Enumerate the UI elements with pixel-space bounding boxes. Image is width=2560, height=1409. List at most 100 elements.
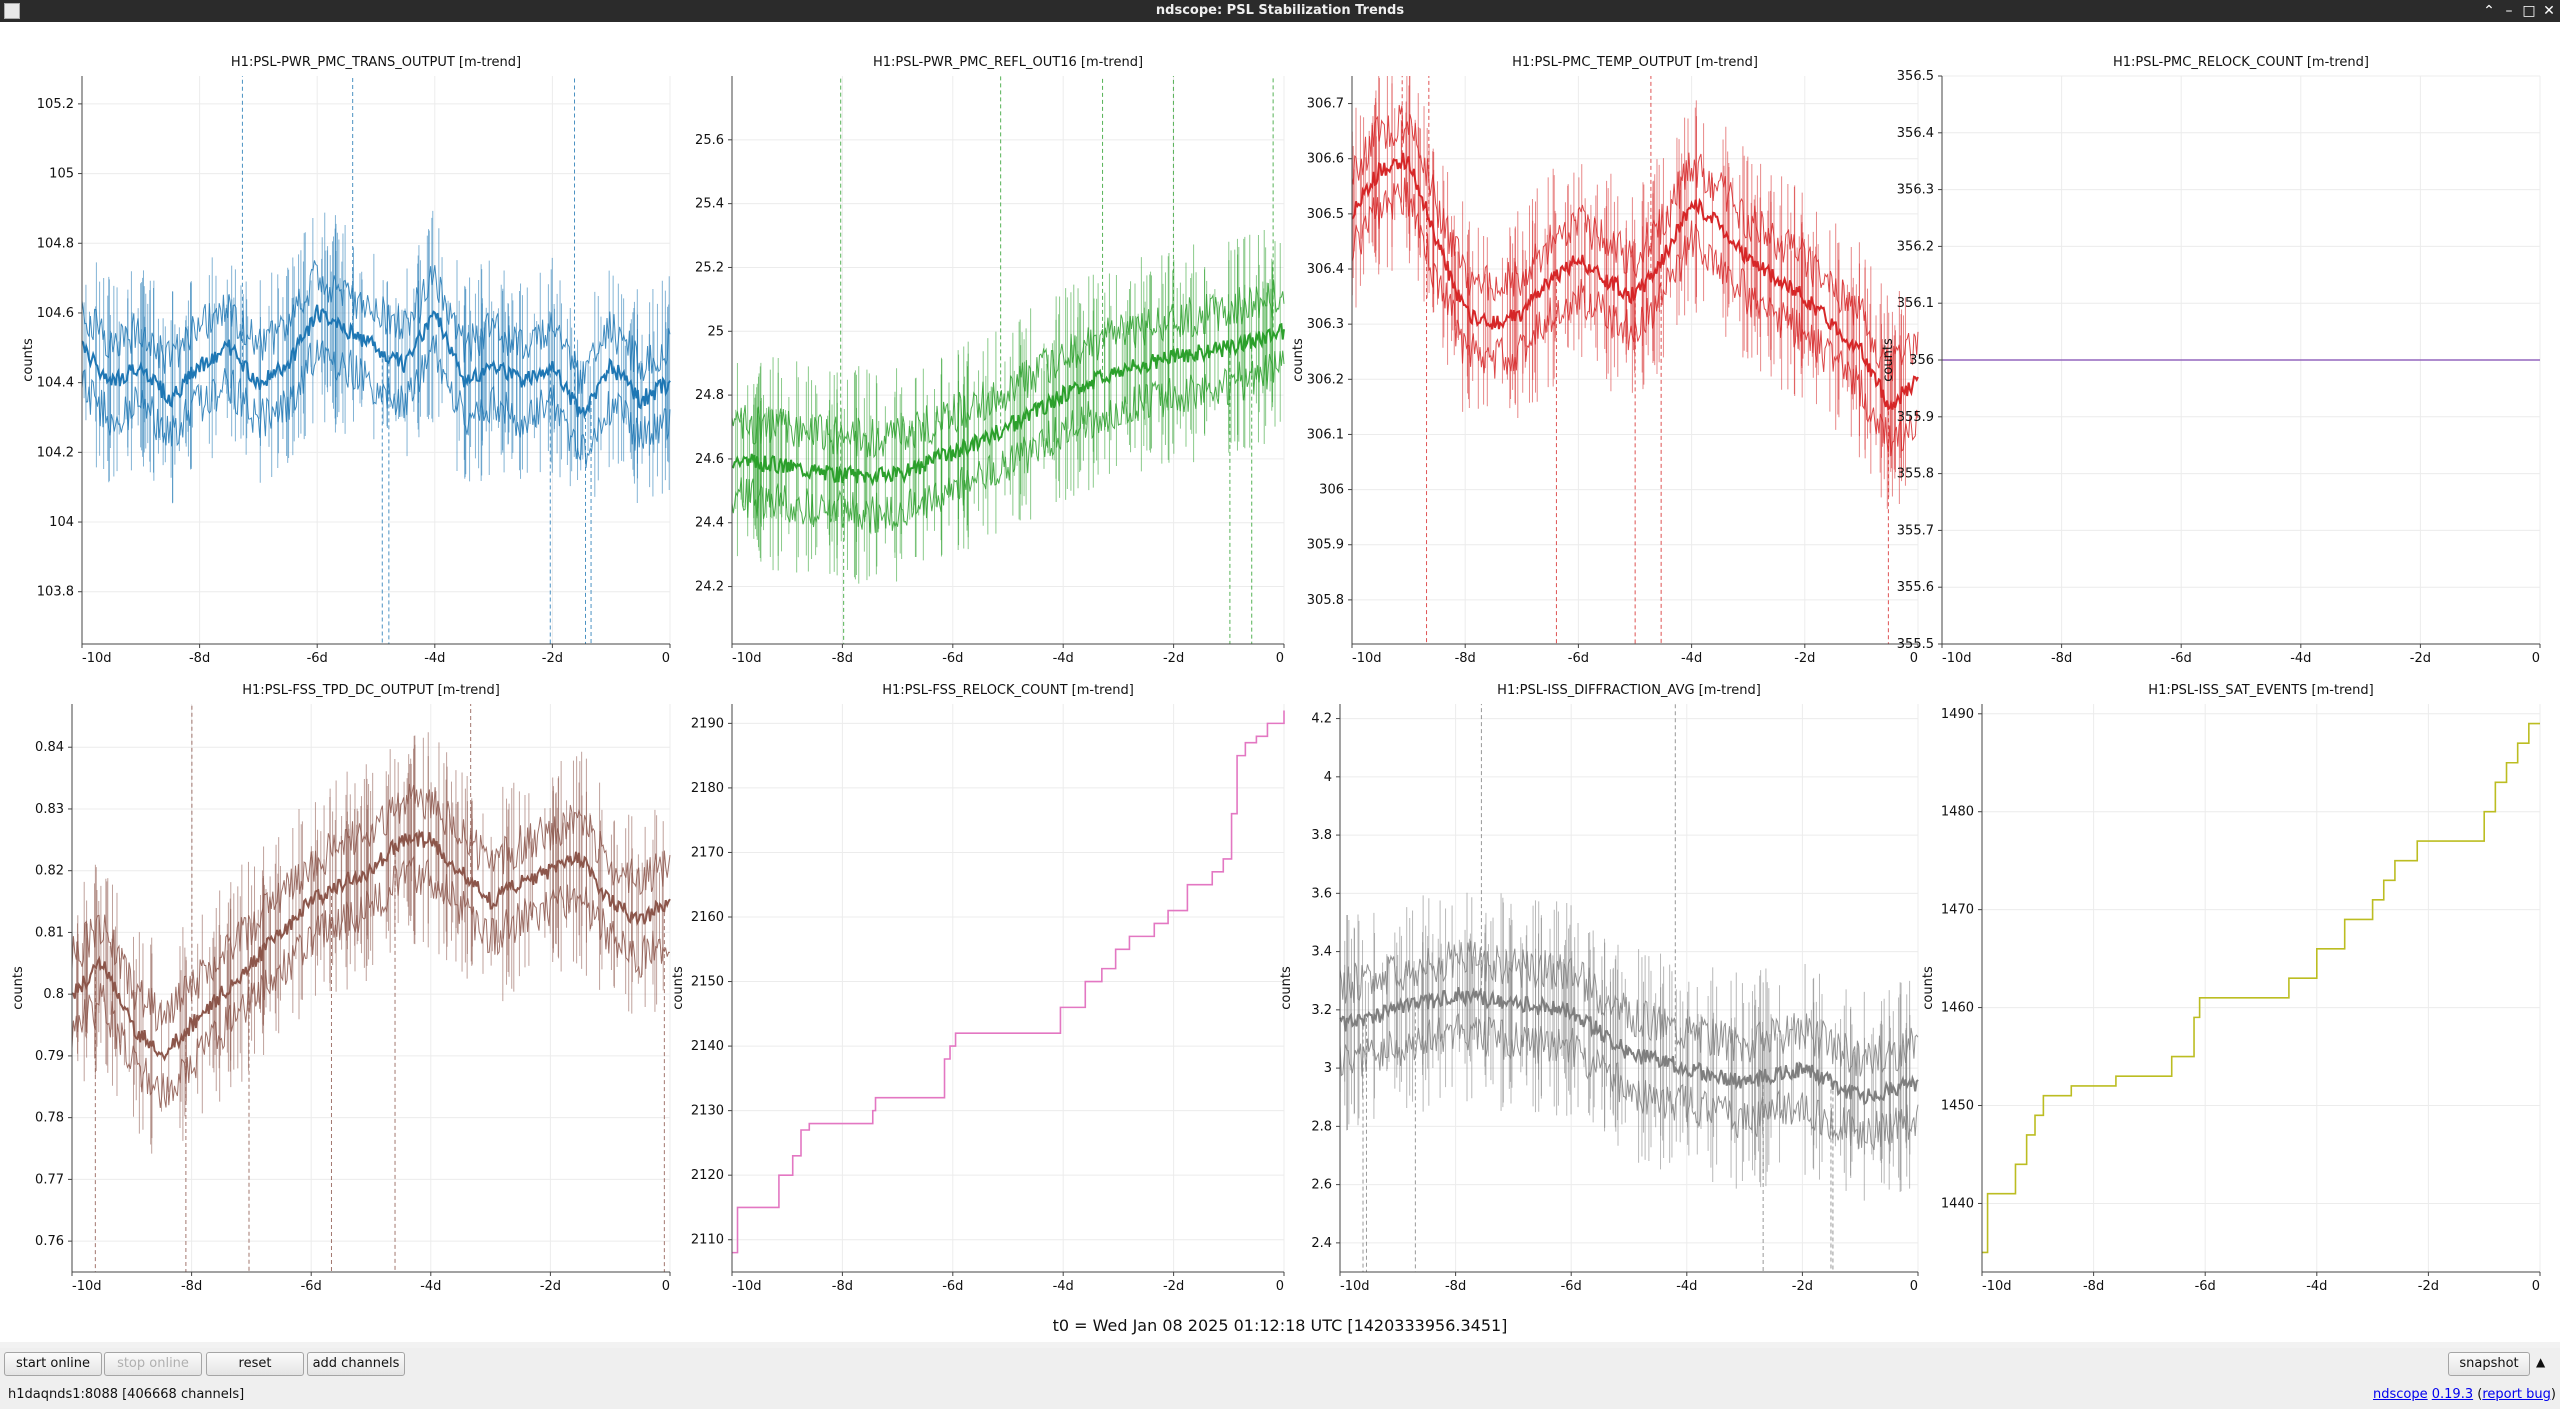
- data-series-min: [731, 350, 1285, 533]
- x-tick-label: -6d: [301, 1279, 322, 1294]
- x-tick-label: -8d: [189, 651, 210, 666]
- y-tick-label: 2.6: [1311, 1178, 1332, 1193]
- y-tick-label: 0.8: [43, 987, 64, 1002]
- y-tick-label: 3: [1324, 1061, 1332, 1076]
- x-tick-label: -10d: [1340, 1279, 1370, 1294]
- minimize-icon[interactable]: –: [2505, 3, 2513, 19]
- y-tick-label: 355.8: [1897, 467, 1934, 482]
- plot-title: H1:PSL-PMC_TEMP_OUTPUT [m-trend]: [1512, 55, 1758, 70]
- status-bar: h1daqnds1:8088 [406668 channels] ndscope…: [0, 1380, 2560, 1409]
- y-axis-label: counts: [1921, 966, 1936, 1010]
- x-tick-label: -10d: [72, 1279, 102, 1294]
- y-tick-label: 103.8: [37, 585, 74, 600]
- snapshot-button[interactable]: snapshot: [2448, 1352, 2530, 1376]
- keep-above-icon[interactable]: ⌃: [2483, 3, 2495, 19]
- y-tick-label: 104: [49, 515, 74, 530]
- y-tick-label: 356.4: [1897, 126, 1934, 141]
- plot-panel: H1:PSL-ISS_SAT_EVENTS [m-trend] counts 144…: [1921, 683, 2541, 1294]
- ndscope-link[interactable]: ndscope: [2372, 1387, 2428, 1402]
- version-info: ndscope 0.19.3 (report bug): [2372, 1387, 2556, 1402]
- y-tick-label: 2170: [691, 845, 724, 860]
- x-tick-label: -2d: [2410, 651, 2431, 666]
- y-tick-label: 0.83: [35, 802, 64, 817]
- stop-online-button[interactable]: stop online: [104, 1352, 202, 1376]
- x-tick-label: -2d: [2418, 1279, 2439, 1294]
- x-tick-label: -10d: [82, 651, 112, 666]
- x-tick-label: -10d: [1942, 651, 1972, 666]
- y-tick-label: 305.8: [1307, 593, 1344, 608]
- y-tick-label: 306: [1319, 483, 1344, 498]
- y-tick-label: 104.4: [37, 376, 74, 391]
- server-status: h1daqnds1:8088 [406668 channels]: [8, 1387, 245, 1402]
- y-tick-label: 2130: [691, 1104, 724, 1119]
- y-tick-label: 2120: [691, 1168, 724, 1183]
- add-channels-button[interactable]: add channels: [307, 1352, 405, 1376]
- y-tick-label: 355.6: [1897, 580, 1934, 595]
- x-tick-label: -4d: [1681, 651, 1702, 666]
- y-tick-label: 355.5: [1897, 637, 1934, 652]
- x-tick-label: -10d: [1352, 651, 1382, 666]
- y-tick-label: 104.8: [37, 236, 74, 251]
- y-tick-label: 3.6: [1311, 886, 1332, 901]
- y-tick-label: 24.8: [695, 388, 724, 403]
- x-tick-label: -6d: [2195, 1279, 2216, 1294]
- x-tick-label: 0: [1910, 1279, 1918, 1294]
- y-tick-label: 104.2: [37, 445, 74, 460]
- x-tick-label: -6d: [2171, 651, 2192, 666]
- x-tick-label: -4d: [2306, 1279, 2327, 1294]
- stop-online-label: stop online: [117, 1356, 189, 1371]
- y-axis-label: counts: [1881, 338, 1896, 382]
- plot-panel: H1:PSL-ISS_DIFFRACTION_AVG [m-trend] coun…: [1279, 683, 1919, 1294]
- y-tick-label: 306.4: [1307, 262, 1344, 277]
- x-tick-label: -6d: [942, 651, 963, 666]
- y-tick-label: 2150: [691, 975, 724, 990]
- x-tick-label: -8d: [832, 651, 853, 666]
- expand-arrow-icon[interactable]: ▲: [2536, 1355, 2546, 1369]
- y-tick-label: 25.2: [695, 260, 724, 275]
- x-tick-label: -6d: [1561, 1279, 1582, 1294]
- reset-button[interactable]: reset: [206, 1352, 304, 1376]
- start-online-button[interactable]: start online: [4, 1352, 102, 1376]
- plot-grid: H1:PSL-PWR_PMC_TRANS_OUTPUT [m-trend] cou…: [0, 22, 2560, 1342]
- x-tick-label: -2d: [1163, 1279, 1184, 1294]
- y-tick-label: 306.7: [1307, 97, 1344, 112]
- plot-title: H1:PSL-ISS_SAT_EVENTS [m-trend]: [2148, 683, 2373, 698]
- x-tick-label: -8d: [1455, 651, 1476, 666]
- y-tick-label: 1490: [1941, 707, 1974, 722]
- y-tick-label: 105: [49, 167, 74, 182]
- x-tick-label: -10d: [732, 1279, 762, 1294]
- y-tick-label: 105.2: [37, 97, 74, 112]
- y-axis-label: counts: [1291, 338, 1306, 382]
- x-tick-label: -8d: [1445, 1279, 1466, 1294]
- plot-title: H1:PSL-ISS_DIFFRACTION_AVG [m-trend]: [1497, 683, 1761, 698]
- y-tick-label: 356.5: [1897, 69, 1934, 84]
- y-tick-label: 1450: [1941, 1099, 1974, 1114]
- plot-panel: H1:PSL-FSS_RELOCK_COUNT [m-trend] counts 2…: [671, 683, 1285, 1294]
- plot-panel: H1:PSL-FSS_TPD_DC_OUTPUT [m-trend] counts…: [11, 683, 671, 1294]
- y-tick-label: 1480: [1941, 805, 1974, 820]
- bottom-toolbar: start online stop online reset add chann…: [0, 1348, 2560, 1380]
- y-tick-label: 24.4: [695, 516, 724, 531]
- data-series-line: [732, 710, 1285, 1254]
- plot-title: H1:PSL-FSS_TPD_DC_OUTPUT [m-trend]: [242, 683, 500, 698]
- close-icon[interactable]: ✕: [2543, 3, 2555, 19]
- x-tick-label: -2d: [1792, 1279, 1813, 1294]
- plot-title: H1:PSL-FSS_RELOCK_COUNT [m-trend]: [882, 683, 1134, 698]
- y-tick-label: 0.77: [35, 1172, 64, 1187]
- y-tick-label: 306.1: [1307, 427, 1344, 442]
- snapshot-label: snapshot: [2459, 1356, 2519, 1371]
- x-tick-label: -8d: [832, 1279, 853, 1294]
- y-tick-label: 2160: [691, 910, 724, 925]
- y-tick-label: 24.6: [695, 452, 724, 467]
- y-tick-label: 306.6: [1307, 152, 1344, 167]
- y-tick-label: 355.9: [1897, 410, 1934, 425]
- add-channels-label: add channels: [312, 1356, 400, 1371]
- x-tick-label: 0: [1276, 651, 1284, 666]
- version-link[interactable]: 0.19.3: [2431, 1387, 2474, 1402]
- x-tick-label: -6d: [1568, 651, 1589, 666]
- x-tick-label: 0: [1910, 651, 1918, 666]
- maximize-icon[interactable]: □: [2522, 3, 2536, 19]
- y-tick-label: 356.3: [1897, 183, 1934, 198]
- report-bug-link[interactable]: report bug: [2482, 1387, 2551, 1402]
- y-tick-label: 1470: [1941, 903, 1974, 918]
